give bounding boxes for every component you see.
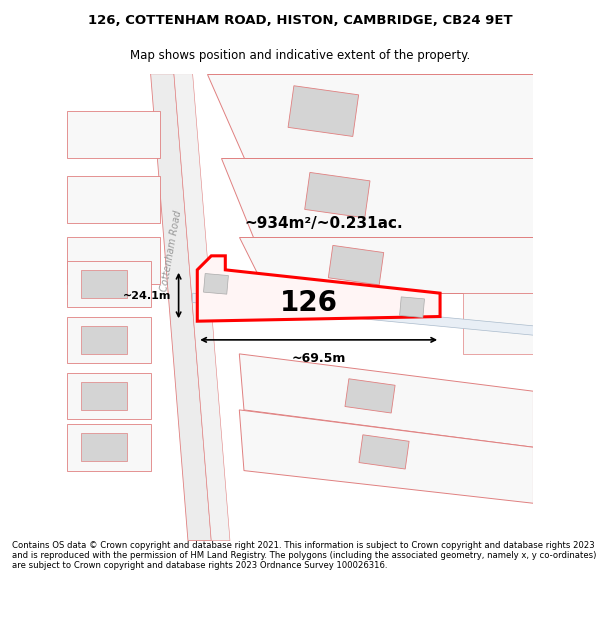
Text: 126: 126	[280, 289, 338, 316]
Polygon shape	[67, 111, 160, 158]
Polygon shape	[197, 256, 440, 321]
Polygon shape	[67, 261, 151, 307]
Polygon shape	[80, 270, 127, 298]
Polygon shape	[463, 293, 533, 354]
Polygon shape	[67, 372, 151, 419]
Polygon shape	[193, 293, 533, 335]
Text: Map shows position and indicative extent of the property.: Map shows position and indicative extent…	[130, 49, 470, 62]
Text: ~69.5m: ~69.5m	[292, 351, 346, 364]
Polygon shape	[80, 433, 127, 461]
Polygon shape	[67, 237, 160, 284]
Polygon shape	[206, 74, 533, 158]
Polygon shape	[288, 86, 359, 136]
Polygon shape	[67, 176, 160, 223]
Polygon shape	[80, 382, 127, 410]
Polygon shape	[400, 297, 424, 318]
Polygon shape	[151, 74, 211, 541]
Polygon shape	[203, 274, 229, 294]
Polygon shape	[305, 173, 370, 218]
Polygon shape	[174, 74, 230, 541]
Polygon shape	[239, 410, 533, 503]
Text: ~24.1m: ~24.1m	[123, 291, 172, 301]
Text: Cottenham Road: Cottenham Road	[160, 210, 184, 292]
Polygon shape	[328, 246, 384, 285]
Polygon shape	[80, 326, 127, 354]
Polygon shape	[345, 379, 395, 413]
Text: Contains OS data © Crown copyright and database right 2021. This information is : Contains OS data © Crown copyright and d…	[12, 541, 596, 571]
Polygon shape	[239, 354, 533, 447]
Polygon shape	[67, 316, 151, 363]
Polygon shape	[359, 435, 409, 469]
Polygon shape	[239, 237, 533, 293]
Polygon shape	[67, 424, 151, 471]
Text: ~934m²/~0.231ac.: ~934m²/~0.231ac.	[244, 216, 403, 231]
Polygon shape	[221, 158, 533, 237]
Text: 126, COTTENHAM ROAD, HISTON, CAMBRIDGE, CB24 9ET: 126, COTTENHAM ROAD, HISTON, CAMBRIDGE, …	[88, 14, 512, 27]
